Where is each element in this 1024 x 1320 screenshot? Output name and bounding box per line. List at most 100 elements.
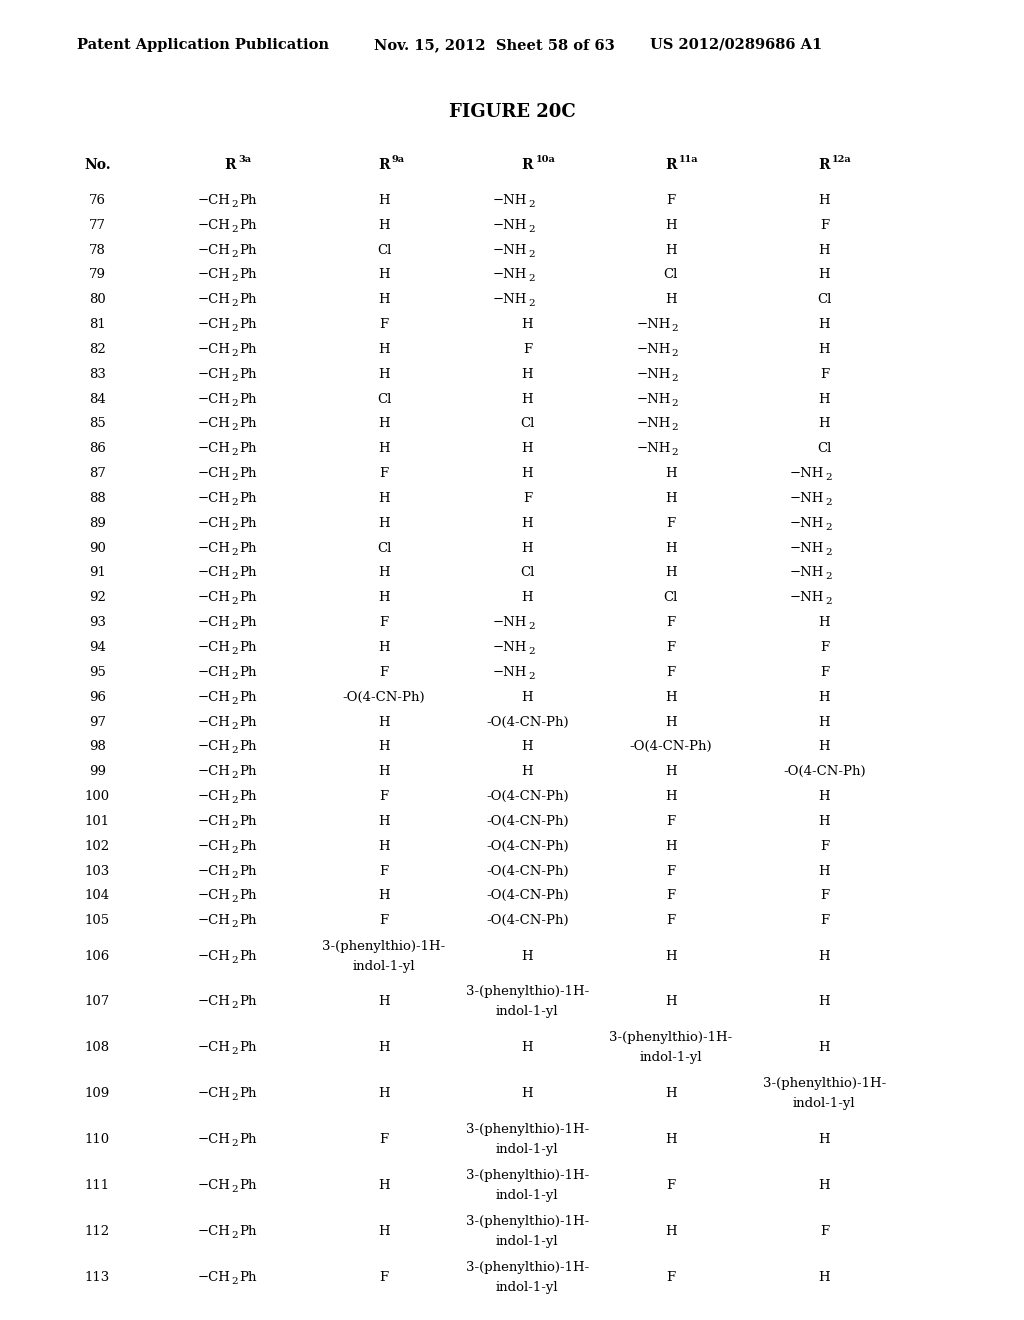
Text: -O(4-CN-Ph): -O(4-CN-Ph) [486, 791, 568, 803]
Text: 2: 2 [528, 300, 535, 309]
Text: Nov. 15, 2012  Sheet 58 of 63: Nov. 15, 2012 Sheet 58 of 63 [374, 38, 614, 51]
Text: 102: 102 [85, 840, 110, 853]
Text: indol-1-yl: indol-1-yl [496, 1189, 559, 1203]
Text: Cl: Cl [377, 392, 391, 405]
Text: 2: 2 [231, 523, 238, 532]
Text: 113: 113 [85, 1271, 110, 1283]
Text: H: H [378, 1179, 390, 1192]
Text: 2: 2 [528, 249, 535, 259]
Text: F: F [380, 616, 388, 630]
Text: H: H [665, 949, 677, 962]
Text: 2: 2 [231, 722, 238, 730]
Text: Ph: Ph [240, 194, 257, 207]
Text: Ph: Ph [240, 665, 257, 678]
Text: H: H [521, 1041, 534, 1055]
Text: Ph: Ph [240, 995, 257, 1008]
Text: H: H [818, 616, 830, 630]
Text: -O(4-CN-Ph): -O(4-CN-Ph) [486, 865, 568, 878]
Text: Cl: Cl [520, 417, 535, 430]
Text: 103: 103 [85, 865, 110, 878]
Text: Ph: Ph [240, 1041, 257, 1055]
Text: Ph: Ph [240, 616, 257, 630]
Text: 108: 108 [85, 1041, 110, 1055]
Text: H: H [818, 417, 830, 430]
Text: H: H [665, 690, 677, 704]
Text: H: H [818, 1133, 830, 1146]
Text: F: F [667, 665, 675, 678]
Text: H: H [521, 1088, 534, 1100]
Text: H: H [818, 995, 830, 1008]
Text: 2: 2 [672, 399, 678, 408]
Text: 2: 2 [825, 473, 831, 482]
Text: −CH: −CH [198, 194, 230, 207]
Text: H: H [818, 194, 830, 207]
Text: −NH: −NH [636, 442, 671, 455]
Text: F: F [820, 368, 828, 380]
Text: −CH: −CH [198, 665, 230, 678]
Text: H: H [665, 541, 677, 554]
Text: H: H [521, 442, 534, 455]
Text: R: R [665, 158, 677, 172]
Text: 2: 2 [825, 598, 831, 606]
Text: −CH: −CH [198, 865, 230, 878]
Text: F: F [820, 219, 828, 232]
Text: F: F [667, 194, 675, 207]
Text: −CH: −CH [198, 417, 230, 430]
Text: 101: 101 [85, 814, 110, 828]
Text: H: H [521, 368, 534, 380]
Text: −CH: −CH [198, 840, 230, 853]
Text: 79: 79 [89, 268, 105, 281]
Text: H: H [378, 995, 390, 1008]
Text: −CH: −CH [198, 492, 230, 506]
Text: 80: 80 [89, 293, 105, 306]
Text: 2: 2 [231, 746, 238, 755]
Text: H: H [378, 766, 390, 779]
Text: Ph: Ph [240, 791, 257, 803]
Text: 3-(phenylthio)-1H-: 3-(phenylthio)-1H- [609, 1031, 732, 1044]
Text: indol-1-yl: indol-1-yl [496, 1280, 559, 1294]
Text: 2: 2 [231, 199, 238, 209]
Text: −NH: −NH [636, 392, 671, 405]
Text: Ph: Ph [240, 766, 257, 779]
Text: 3-(phenylthio)-1H-: 3-(phenylthio)-1H- [466, 1261, 589, 1274]
Text: 100: 100 [85, 791, 110, 803]
Text: 2: 2 [231, 771, 238, 780]
Text: 2: 2 [672, 325, 678, 333]
Text: Ph: Ph [240, 343, 257, 356]
Text: −CH: −CH [198, 890, 230, 903]
Text: −NH: −NH [636, 368, 671, 380]
Text: 2: 2 [231, 348, 238, 358]
Text: 3-(phenylthio)-1H-: 3-(phenylthio)-1H- [466, 986, 589, 998]
Text: −NH: −NH [790, 467, 824, 480]
Text: 107: 107 [85, 995, 110, 1008]
Text: H: H [665, 995, 677, 1008]
Text: −NH: −NH [636, 343, 671, 356]
Text: 2: 2 [231, 224, 238, 234]
Text: R: R [521, 158, 534, 172]
Text: 2: 2 [231, 622, 238, 631]
Text: H: H [378, 715, 390, 729]
Text: 3-(phenylthio)-1H-: 3-(phenylthio)-1H- [466, 1170, 589, 1181]
Text: H: H [378, 1088, 390, 1100]
Text: 84: 84 [89, 392, 105, 405]
Text: 2: 2 [231, 956, 238, 965]
Text: Ph: Ph [240, 1088, 257, 1100]
Text: 2: 2 [231, 548, 238, 557]
Text: F: F [380, 318, 388, 331]
Text: Ph: Ph [240, 814, 257, 828]
Text: H: H [665, 1088, 677, 1100]
Text: Ph: Ph [240, 442, 257, 455]
Text: 2: 2 [231, 399, 238, 408]
Text: H: H [378, 219, 390, 232]
Text: 2: 2 [231, 895, 238, 904]
Text: 2: 2 [672, 374, 678, 383]
Text: H: H [818, 268, 830, 281]
Text: Ph: Ph [240, 949, 257, 962]
Text: H: H [818, 791, 830, 803]
Text: −NH: −NH [636, 417, 671, 430]
Text: F: F [380, 915, 388, 927]
Text: H: H [378, 890, 390, 903]
Text: 2: 2 [231, 1230, 238, 1239]
Text: H: H [378, 293, 390, 306]
Text: −CH: −CH [198, 541, 230, 554]
